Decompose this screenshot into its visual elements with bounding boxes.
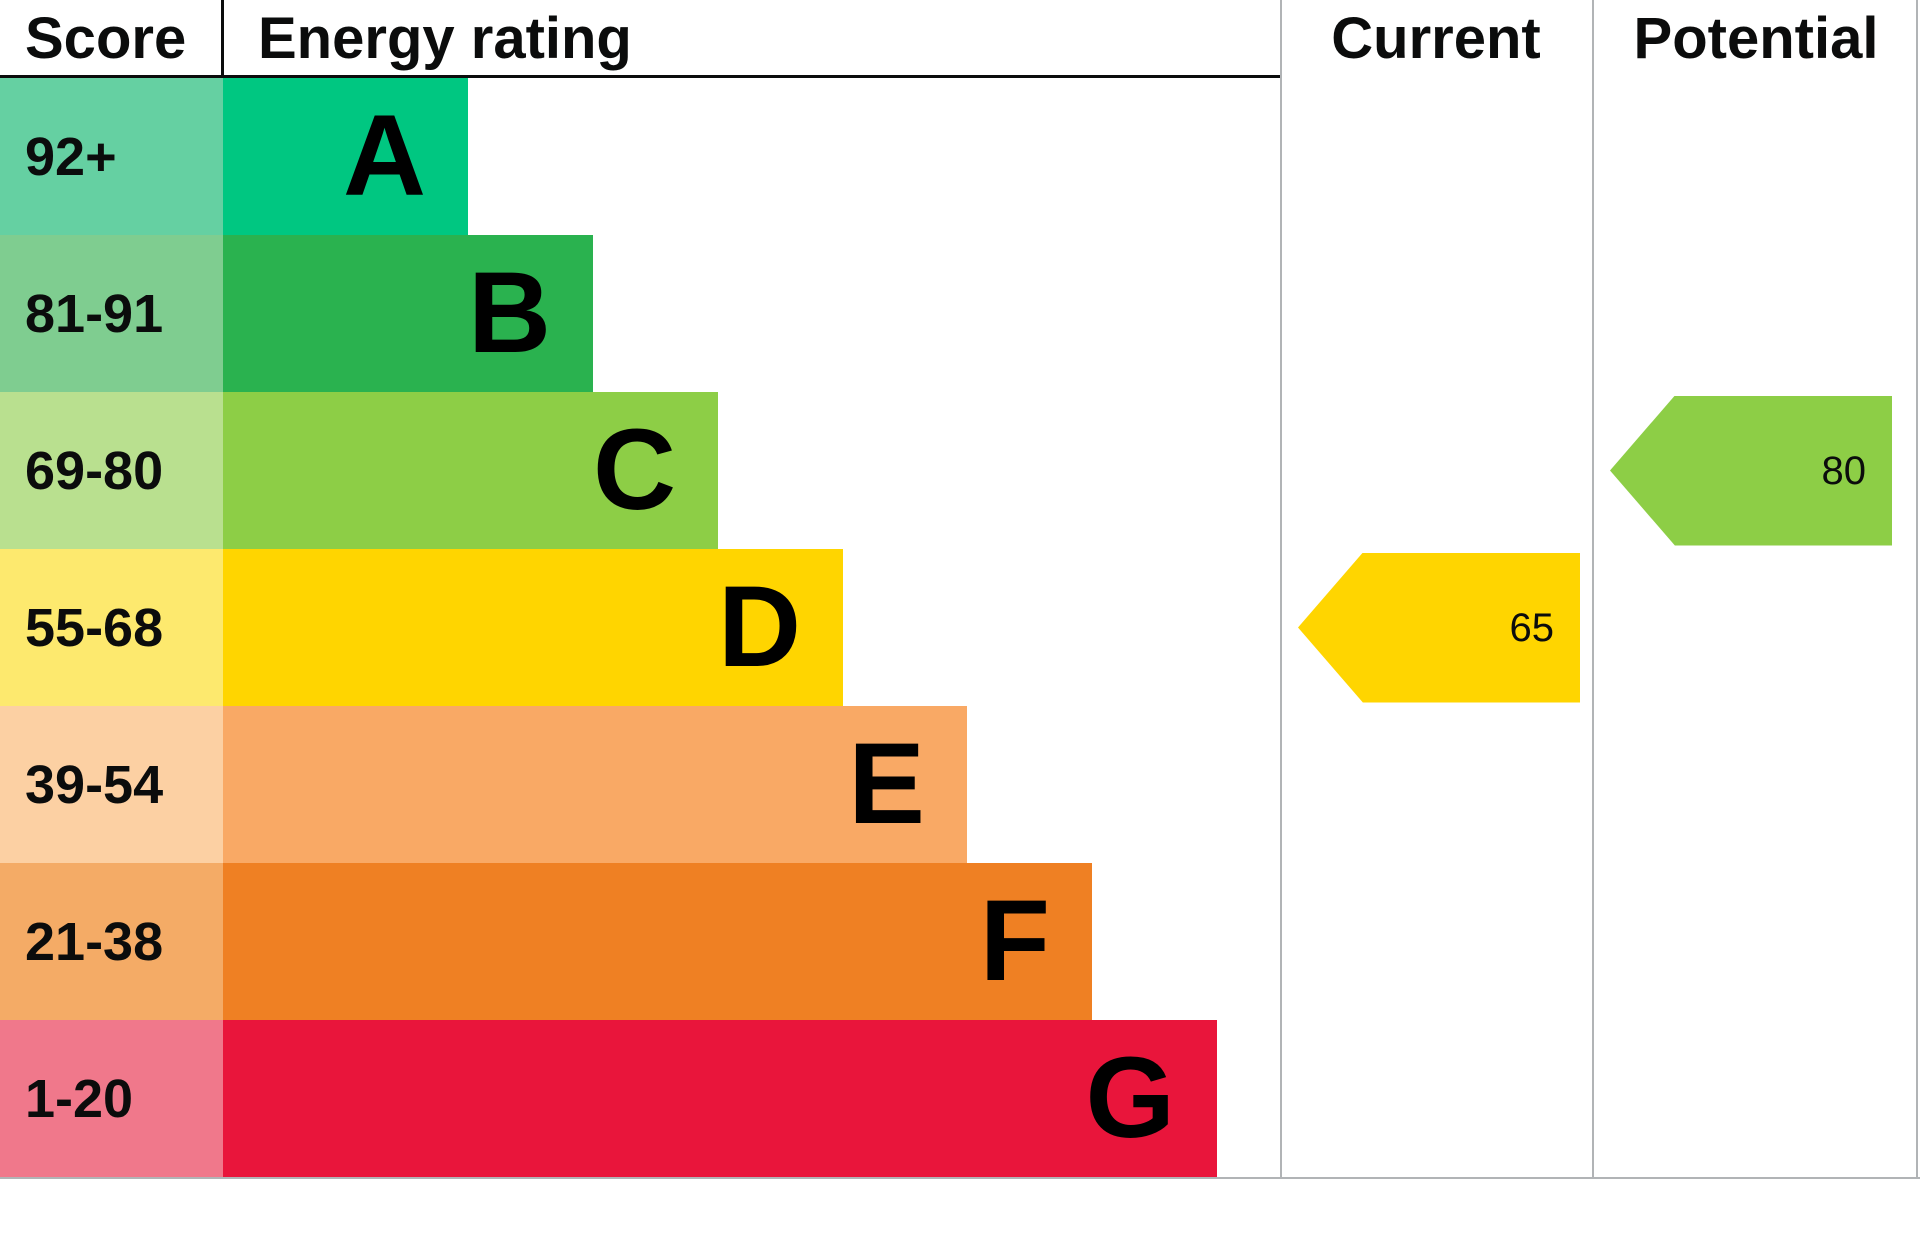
score-rating-header-divider (221, 0, 224, 78)
score-range-e: 39-54 (0, 706, 223, 863)
rating-letter-e: E (848, 720, 925, 848)
chart-bottom-border (0, 1177, 1920, 1179)
current-column-header: Current (1331, 6, 1541, 71)
rating-letter-g: G (1085, 1034, 1175, 1162)
band-row-e: 39-54 E (0, 706, 1217, 863)
potential-rating-arrow: 80 (1610, 395, 1892, 546)
rating-letter-b: B (467, 249, 551, 377)
rating-bar-g: G (223, 1020, 1217, 1177)
band-row-g: 1-20 G (0, 1020, 1217, 1177)
score-column-header: Score (25, 6, 187, 71)
score-range-g: 1-20 (0, 1020, 223, 1177)
rating-bands: 92+ A 81-91 B 69-80 C 55-68 D 39-54 E 21-38 F 1-20 G (0, 78, 1217, 1177)
potential-column-header: Potential (1633, 6, 1879, 71)
band-row-c: 69-80 C (0, 392, 1217, 549)
current-rating-value: 65 (1509, 605, 1555, 650)
rating-letter-c: C (592, 406, 676, 534)
rating-letter-a: A (342, 92, 426, 220)
band-row-d: 55-68 D (0, 549, 1217, 706)
band-row-b: 81-91 B (0, 235, 1217, 392)
score-range-c: 69-80 (0, 392, 223, 549)
band-row-f: 21-38 F (0, 863, 1217, 1020)
rating-letter-f: F (979, 877, 1050, 1005)
chart-right-border (1916, 0, 1918, 1177)
potential-rating-value: 80 (1821, 448, 1867, 493)
header-underline (0, 75, 1281, 78)
rating-letter-d: D (717, 563, 801, 691)
rating-bar-f: F (223, 863, 1092, 1020)
rating-bar-c: C (223, 392, 718, 549)
score-range-a: 92+ (0, 78, 223, 235)
score-range-f: 21-38 (0, 863, 223, 1020)
score-range-d: 55-68 (0, 549, 223, 706)
score-range-b: 81-91 (0, 235, 223, 392)
current-rating-arrow: 65 (1298, 552, 1580, 703)
rating-bar-a: A (223, 78, 468, 235)
energy-rating-column-header: Energy rating (258, 6, 632, 71)
rating-bar-b: B (223, 235, 593, 392)
potential-column-divider (1592, 0, 1594, 1177)
current-column-divider (1280, 0, 1282, 1177)
rating-bar-d: D (223, 549, 843, 706)
band-row-a: 92+ A (0, 78, 1217, 235)
rating-bar-e: E (223, 706, 967, 863)
